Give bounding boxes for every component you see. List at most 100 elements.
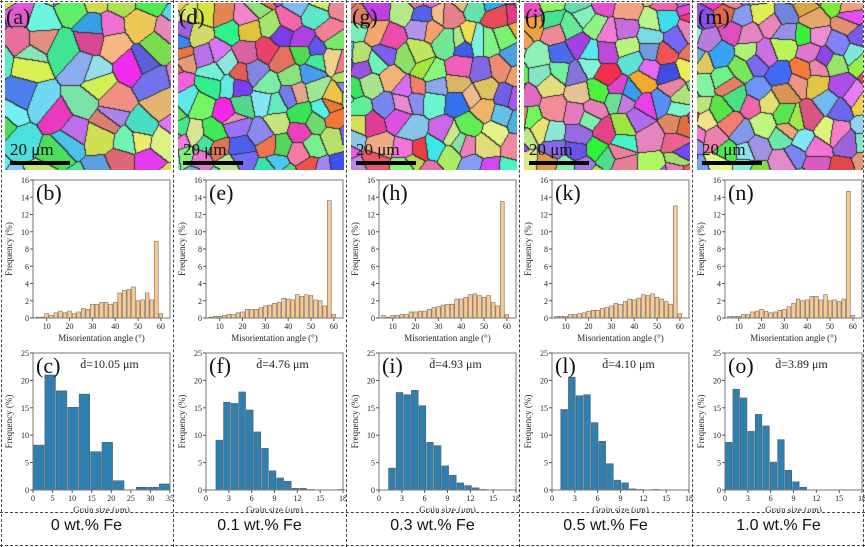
y-tick-label: 0: [198, 314, 202, 323]
x-axis-label: Misorientation angle (°): [58, 333, 145, 343]
panel-label-map: (d): [179, 4, 205, 29]
y-tick-label: 8: [25, 245, 29, 254]
y-tick-label: 25: [540, 349, 548, 358]
histogram-bar: [90, 451, 102, 491]
scale-bar-label: 20 μm: [183, 140, 227, 159]
histogram-bar: [841, 298, 846, 319]
histogram-bar: [572, 314, 577, 319]
histogram-bar: [126, 289, 132, 319]
histogram-bar: [814, 296, 819, 319]
histogram-bar: [103, 302, 109, 319]
histogram-bar: [577, 313, 582, 319]
y-tick-label: 16: [194, 176, 202, 185]
y-tick-label: 6: [198, 262, 202, 271]
histogram-bar: [322, 305, 327, 319]
histogram-bar: [837, 301, 842, 319]
y-tick-label: 14: [367, 193, 375, 202]
y-tick-label: 2: [371, 297, 375, 306]
histogram-bar: [754, 310, 760, 319]
histogram-bar: [404, 314, 409, 319]
y-tick-label: 25: [21, 349, 29, 358]
histogram-bar: [431, 307, 436, 319]
x-axis-label: Misorientation angle (°): [231, 333, 318, 343]
x-tick-label: 10: [562, 322, 570, 331]
histogram-bar: [846, 190, 851, 319]
panel-label-map: (j): [525, 4, 546, 29]
histogram-bar: [464, 485, 472, 491]
y-tick-label: 15: [21, 404, 29, 413]
x-tick-label: 10: [389, 322, 397, 331]
histogram-bar: [399, 314, 404, 319]
x-tick-label: 12: [293, 494, 301, 503]
x-tick-label: 50: [307, 322, 315, 331]
x-axis-label: Misorientation angle (°): [404, 333, 491, 343]
histogram-bar: [33, 444, 45, 491]
panel-label: (k): [555, 180, 581, 205]
histogram-bar: [747, 431, 755, 491]
histogram-bar: [154, 240, 159, 319]
histogram-bar: [477, 295, 482, 319]
histogram-bar: [268, 470, 277, 491]
y-tick-label: 6: [717, 262, 721, 271]
histogram-bar: [67, 310, 72, 319]
histogram-bar: [417, 310, 423, 319]
ebsd-map: [351, 3, 517, 170]
histogram-bar: [418, 405, 427, 491]
histogram-bar: [276, 302, 282, 319]
histogram-bar: [254, 309, 259, 319]
x-tick-label: 12: [812, 494, 820, 503]
y-tick-label: 2: [544, 297, 548, 306]
histogram-bar: [659, 298, 664, 319]
composition-label: 0.3 wt.% Fe: [390, 517, 475, 534]
histogram-bar: [754, 414, 763, 491]
histogram-bar: [449, 474, 457, 491]
y-tick-label: 8: [198, 245, 202, 254]
y-tick-label: 4: [25, 280, 29, 289]
divider: [863, 0, 864, 547]
divider: [1, 0, 2, 547]
plot-frame: [32, 352, 171, 491]
panel-label: (e): [209, 180, 233, 205]
histogram-bar: [258, 307, 263, 319]
histogram-bar: [650, 293, 655, 319]
histogram-bar: [149, 299, 154, 319]
histogram-bar: [832, 299, 837, 319]
histogram-bar: [627, 298, 632, 319]
histogram-bar: [140, 299, 145, 319]
histogram-bar: [295, 294, 300, 319]
histogram-bar: [604, 307, 609, 319]
x-tick-label: 6: [423, 494, 427, 503]
histogram-bar: [413, 311, 418, 319]
x-tick-label: 20: [66, 322, 74, 331]
histogram-bar: [308, 295, 314, 319]
x-tick-label: 20: [107, 494, 115, 503]
histogram-bar: [411, 390, 419, 491]
ebsd-map: [697, 3, 863, 170]
y-tick-label: 0: [544, 486, 548, 495]
y-tick-label: 25: [713, 349, 721, 358]
histogram-bar: [745, 314, 750, 319]
y-tick-label: 4: [717, 280, 721, 289]
y-tick-label: 10: [367, 431, 375, 440]
histogram-bar: [818, 299, 824, 319]
histogram-bar: [759, 309, 764, 319]
histogram-bar: [500, 201, 505, 319]
histogram-bar: [586, 310, 591, 319]
histogram-bar: [272, 303, 277, 319]
histogram-bar: [62, 312, 68, 319]
histogram-bar: [575, 395, 584, 491]
histogram-bar: [427, 309, 432, 319]
x-tick-label: 18: [858, 494, 865, 503]
y-tick-label: 15: [367, 404, 375, 413]
histogram-bar: [568, 314, 573, 319]
histogram-bar: [621, 482, 629, 491]
y-tick-label: 5: [717, 459, 721, 468]
x-axis-label: Misorientation angle (°): [750, 333, 837, 343]
y-tick-label: 10: [540, 228, 548, 237]
histogram-bar: [78, 393, 90, 491]
histogram-bar: [463, 297, 468, 319]
histograms: 10 20 30 40 50 600246810121416Misorientation …: [4, 176, 173, 512]
histogram-bar: [459, 298, 464, 319]
scale-bar-label: 20 μm: [529, 140, 573, 159]
panel-label: (h): [382, 180, 408, 205]
